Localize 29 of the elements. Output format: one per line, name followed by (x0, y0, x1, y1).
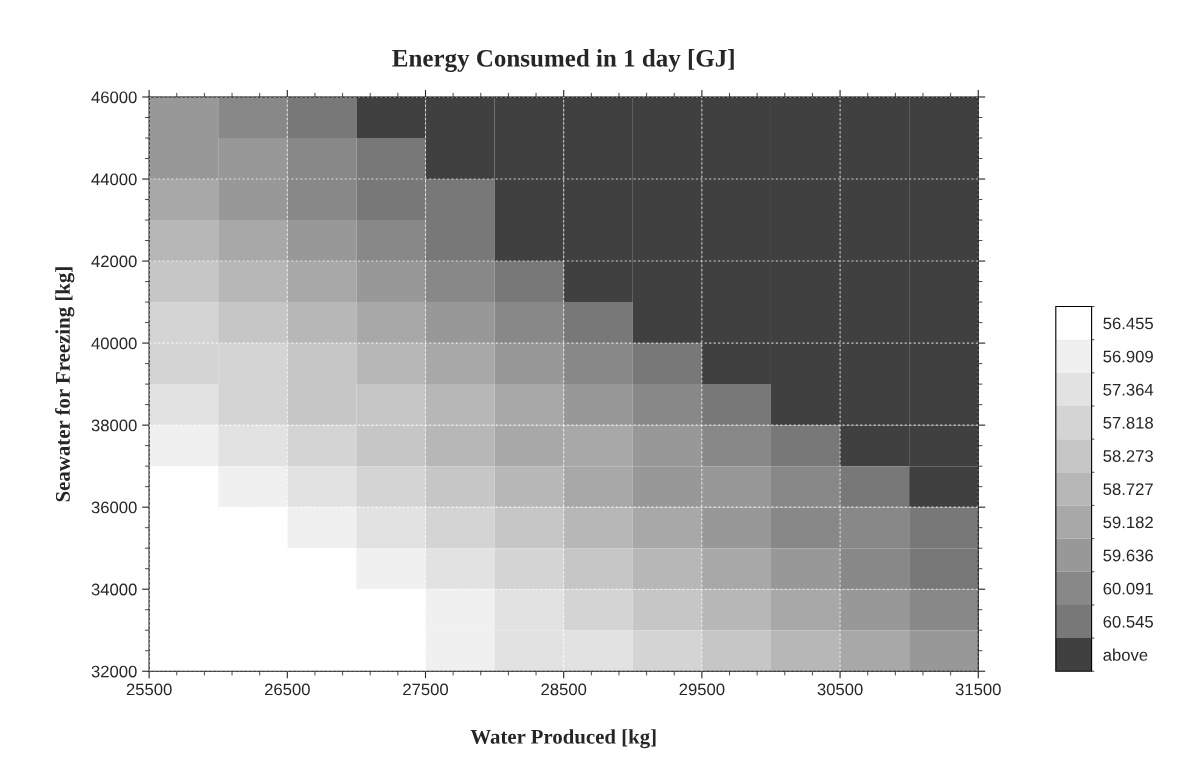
x-tick-label: 27500 (403, 683, 449, 696)
color-bar-label: 59.182 (1103, 516, 1153, 529)
y-tick-label: 36000 (91, 501, 137, 514)
y-tick-label: 42000 (91, 255, 137, 268)
y-tick-label: 46000 (91, 91, 137, 104)
color-bar-label: above (1103, 648, 1148, 661)
y-axis-title: Seawater for Freezing [kg] (55, 267, 75, 502)
color-bar-label: 56.455 (1103, 317, 1153, 330)
x-tick-label: 30500 (817, 683, 863, 696)
color-bar-label: 58.727 (1103, 483, 1153, 496)
y-tick-label: 44000 (91, 173, 137, 186)
color-bar-label: 60.545 (1103, 615, 1153, 628)
color-bar-label: 57.818 (1103, 416, 1153, 429)
color-bar-label: 59.636 (1103, 549, 1153, 562)
x-tick-label: 29500 (679, 683, 725, 696)
x-tick-label: 25500 (126, 683, 172, 696)
color-bar-label: 56.909 (1103, 350, 1153, 363)
x-tick-label: 28500 (541, 683, 587, 696)
x-axis-title: Water Produced [kg] (470, 729, 656, 749)
y-tick-label: 34000 (91, 583, 137, 596)
y-tick-label: 32000 (91, 665, 137, 678)
y-tick-label: 40000 (91, 337, 137, 350)
chart-title: Energy Consumed in 1 day [GJ] (392, 49, 734, 72)
color-bar-label: 58.273 (1103, 450, 1153, 462)
color-bar-label: 60.091 (1103, 582, 1153, 595)
color-bar-label: 57.364 (1103, 383, 1154, 396)
y-tick-label: 38000 (91, 419, 137, 432)
x-tick-label: 31500 (955, 683, 1001, 696)
x-tick-label: 26500 (264, 683, 310, 696)
